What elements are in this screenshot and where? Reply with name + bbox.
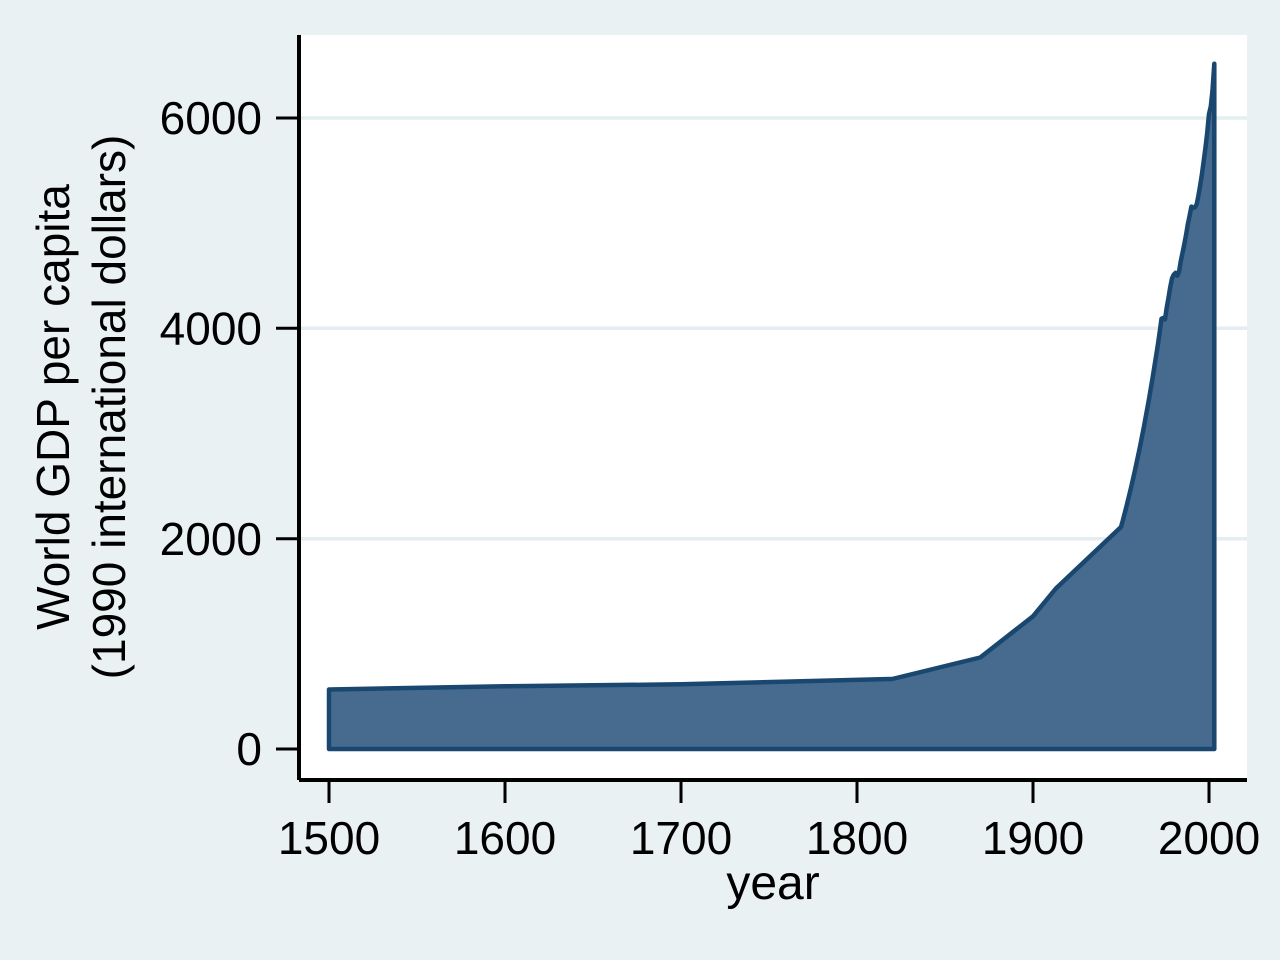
y-axis-title-line2: (1990 international dollars) (83, 134, 135, 680)
x-tick-label-1500: 1500 (278, 812, 380, 864)
x-tick-label-1900: 1900 (982, 812, 1084, 864)
x-tick-label-1800: 1800 (806, 812, 908, 864)
x-tick-label-1600: 1600 (454, 812, 556, 864)
y-axis-title-line1: World GDP per capita (27, 184, 79, 630)
x-tick-label-1700: 1700 (630, 812, 732, 864)
y-tick-label-6000: 6000 (160, 92, 262, 144)
x-tick-label-2000: 2000 (1158, 812, 1260, 864)
y-tick-label-0: 0 (236, 723, 262, 775)
y-tick-label-2000: 2000 (160, 513, 262, 565)
y-axis-title: World GDP per capita (1990 international… (25, 37, 141, 777)
area-series-world-gdp-per-capita (326, 61, 1217, 752)
x-axis-title: year (726, 857, 820, 910)
y-tick-label-4000: 4000 (160, 302, 262, 354)
